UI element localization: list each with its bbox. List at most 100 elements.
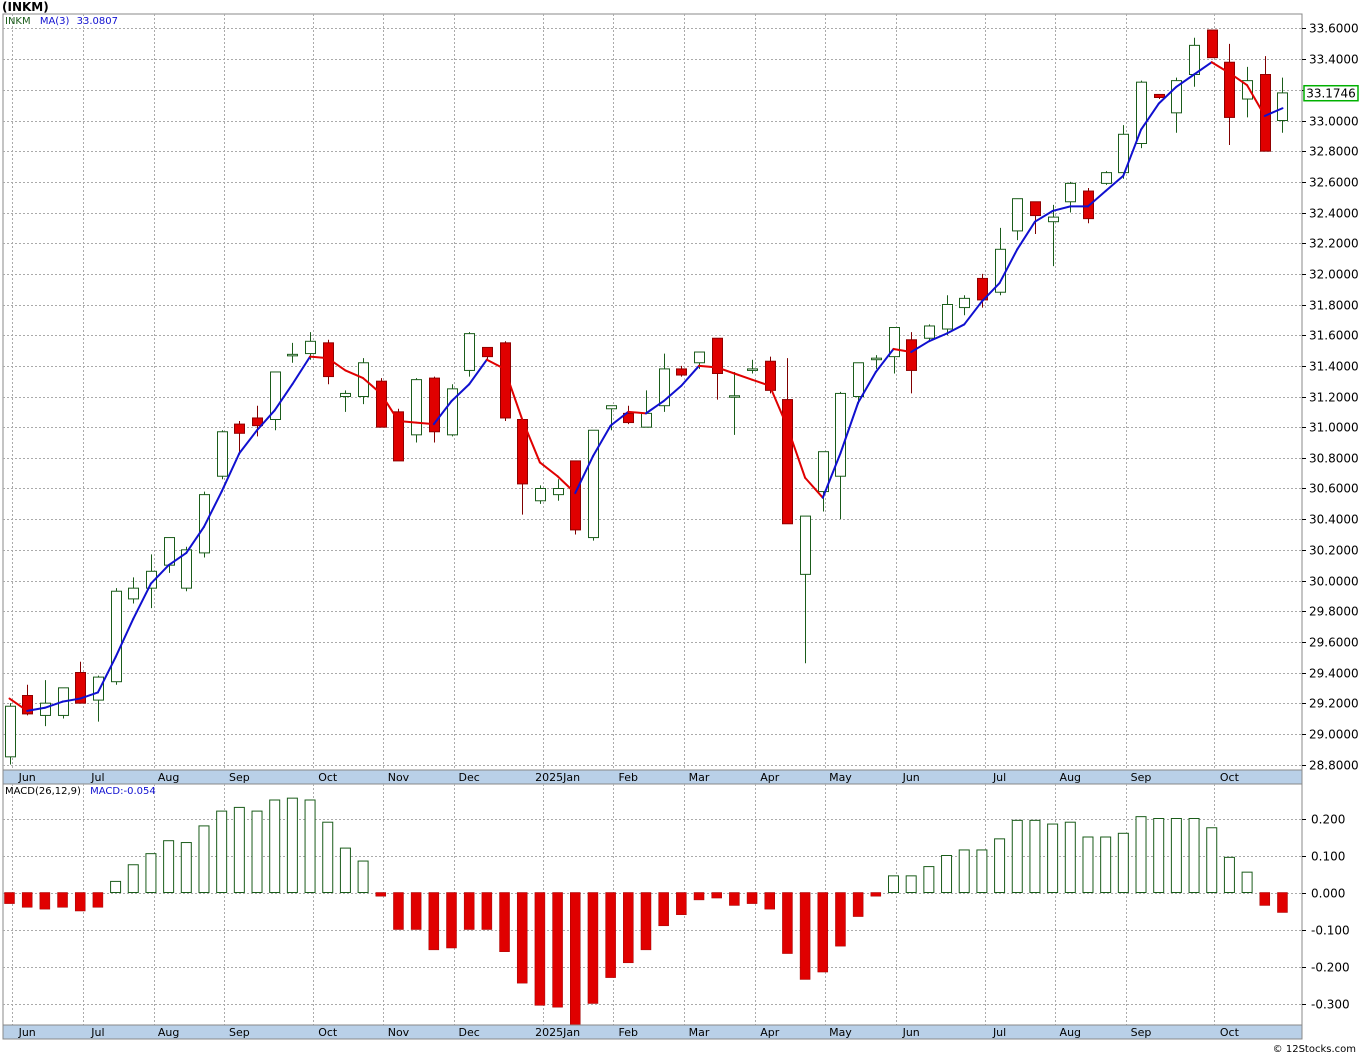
macd-plot-area: [2, 783, 1303, 1026]
price-y-tick-label: 29.2000: [1309, 697, 1359, 711]
ma3-segment: [927, 332, 948, 343]
price-month-axis: [2, 769, 1303, 785]
ma3-segment: [468, 358, 488, 386]
ma3-segment: [1104, 174, 1125, 193]
ma3-segment: [1210, 61, 1231, 74]
macd-bar-negative: [39, 892, 51, 910]
macd-y-tick-label: -0.100: [1311, 924, 1350, 938]
candle-body-up: [305, 340, 316, 355]
price-month-label: Jul: [992, 771, 1006, 784]
macd-month-label: Aug: [158, 1026, 179, 1039]
macd-bar-positive: [1241, 871, 1253, 894]
chart-title: (INKM): [2, 0, 49, 14]
ma3-segment: [309, 355, 329, 360]
macd-bar-negative: [746, 892, 758, 904]
candle-body-down: [1030, 201, 1041, 217]
macd-month-label: Sep: [229, 1026, 250, 1039]
ma3-segment: [291, 355, 312, 386]
macd-bar-negative: [552, 892, 563, 1008]
price-y-tick-label: 32.2000: [1309, 237, 1359, 251]
macd-bar-negative: [711, 892, 722, 899]
macd-month-label: Dec: [459, 1026, 480, 1039]
legend-symbol: INKM: [5, 16, 31, 27]
ma3-segment: [627, 410, 647, 415]
macd-bar-positive: [1011, 819, 1023, 893]
macd-bar-negative: [57, 892, 68, 908]
macd-panel: 0.200 0.100 0.000 -0.100 -0.200 -0.300 Jun Jul A…: [2, 783, 1350, 1040]
price-y-tick-label: 29.8000: [1309, 605, 1359, 619]
candle-body-up: [181, 549, 192, 589]
candle-body-up: [270, 371, 281, 421]
candle-body-down: [429, 377, 440, 433]
ma3-segment: [768, 384, 789, 429]
macd-bar-positive: [905, 875, 917, 893]
price-y-tick-label: 33.4000: [1309, 53, 1359, 67]
ma3-segment: [1246, 84, 1266, 117]
macd-bar-positive: [1082, 836, 1094, 893]
macd-y-tick-label: 0.200: [1311, 813, 1345, 827]
ma3-segment: [220, 452, 241, 493]
macd-bar-negative: [693, 892, 705, 901]
macd-bar-positive: [1047, 823, 1059, 893]
macd-bar-negative: [729, 892, 740, 906]
candle-body-down: [234, 423, 245, 434]
price-month-label: Sep: [229, 771, 250, 784]
macd-month-label: Mar: [689, 1026, 710, 1039]
macd-month-label: Jun: [902, 1026, 920, 1039]
macd-bar-positive: [269, 799, 281, 893]
ma3-segment: [1140, 102, 1160, 131]
price-month-label: May: [829, 771, 852, 784]
candle-body-up: [1242, 80, 1253, 100]
candle-body-up: [588, 429, 599, 539]
price-legend: INKM MA(3) 33.0807: [5, 16, 118, 27]
candle-body-up: [889, 327, 900, 358]
candle-body-up: [800, 515, 811, 575]
macd-bar-positive: [251, 810, 263, 893]
candle-body-up: [128, 587, 139, 600]
ma3-segment: [503, 367, 524, 421]
candle-body-down: [482, 346, 493, 358]
candle-body-up: [641, 412, 652, 428]
macd-month-label: Jul: [90, 1026, 104, 1039]
macd-bar-positive: [1117, 832, 1129, 893]
price-month-label: Aug: [1060, 771, 1081, 784]
candle-body-up: [146, 570, 157, 589]
ma3-segment: [1122, 128, 1143, 177]
candle-body-up: [1189, 44, 1200, 75]
ma3-segment: [963, 300, 983, 326]
macd-bar-positive: [1064, 821, 1076, 894]
candle-body-up: [853, 362, 864, 397]
price-y-tick-label: 31.8000: [1309, 299, 1359, 313]
ma3-segment: [485, 358, 506, 370]
ma3-segment: [538, 461, 559, 478]
candle-body-down: [1224, 61, 1235, 118]
price-y-tick-label: 31.2000: [1309, 391, 1359, 405]
ma3-segment: [79, 691, 99, 700]
price-y-tick-label: 29.4000: [1309, 667, 1359, 681]
ma3-segment: [1016, 220, 1036, 251]
price-month-label: Mar: [689, 771, 710, 784]
price-month-label: Oct: [318, 771, 338, 784]
ma3-segment: [556, 475, 577, 495]
macd-month-label: Jul: [992, 1026, 1006, 1039]
macd-bar-positive: [1029, 819, 1041, 893]
macd-bar-negative: [499, 892, 510, 952]
ma3-segment: [273, 383, 294, 412]
ma3-segment: [786, 426, 807, 479]
macd-bar-positive: [357, 860, 369, 893]
price-y-tick-label: 28.8000: [1309, 759, 1359, 773]
macd-bar-positive: [286, 797, 298, 894]
candle-body-down: [676, 368, 687, 376]
macd-bar-negative: [799, 892, 811, 980]
ma3-segment: [379, 392, 400, 423]
candle-body-down: [1207, 29, 1218, 59]
candle-body-up: [1065, 182, 1076, 203]
candle-body-down: [376, 380, 387, 428]
macd-bar-negative: [1259, 892, 1271, 906]
macd-month-label: Jun: [18, 1026, 36, 1039]
ma3-segment: [1033, 209, 1054, 223]
candle-body-up: [924, 325, 935, 339]
candle-body-up: [1012, 198, 1023, 232]
candle-body-up: [1048, 216, 1059, 223]
candle-body-up: [1171, 80, 1182, 114]
